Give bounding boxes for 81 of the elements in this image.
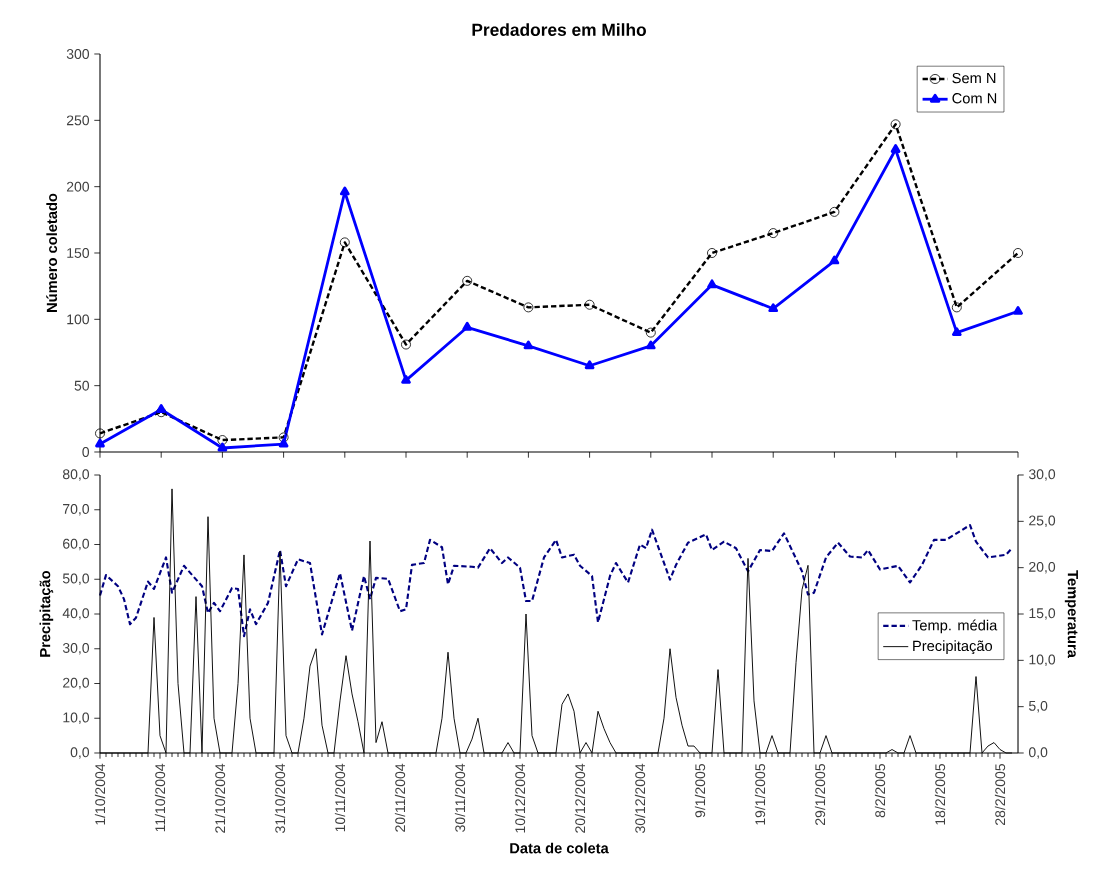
- x-tick-label: 10/11/2004: [334, 763, 346, 832]
- point: [890, 119, 901, 130]
- point: [584, 299, 595, 310]
- y2-tick-label: 0,0: [1028, 747, 1048, 759]
- x-tick-label: 20/12/2004: [574, 763, 586, 833]
- x-tick-label: 30/11/2004: [454, 763, 466, 832]
- y-tick-label: 80,0: [62, 469, 90, 481]
- point: [217, 442, 228, 452]
- point: [156, 407, 167, 418]
- point: [523, 302, 534, 313]
- legend-label: Com N: [952, 93, 997, 104]
- x-tick-label: 18/2/2005: [934, 764, 946, 825]
- point: [584, 360, 595, 370]
- x-tick-label: 30/12/2004: [634, 763, 646, 833]
- x-tick-label: 8/2/2005: [874, 764, 886, 818]
- y-tick-label: 250: [66, 115, 90, 126]
- y-tick-label: 0,0: [70, 747, 90, 759]
- y-tick-label: 10,0: [63, 712, 90, 725]
- x-tick-label: 31/10/2004: [274, 763, 286, 833]
- point: [951, 327, 962, 336]
- legend-label: Temp. média: [912, 619, 998, 634]
- y-tick-label: 150: [67, 248, 90, 258]
- point: [645, 340, 656, 350]
- y-tick-label: 50: [74, 380, 90, 391]
- x-tick-label: 1/10/2004: [94, 763, 106, 825]
- point: [401, 339, 411, 350]
- point: [951, 302, 962, 313]
- point: [156, 404, 167, 413]
- y-tick-label: 30,0: [62, 642, 90, 655]
- point: [95, 428, 105, 439]
- y2-tick-label: 15,0: [1029, 608, 1056, 620]
- x-tick-label: 21/10/2004: [214, 763, 226, 833]
- point: [1013, 248, 1023, 258]
- point: [645, 327, 656, 338]
- point: [462, 321, 473, 331]
- y-tick-label: 20,0: [63, 677, 90, 690]
- point: [768, 303, 779, 313]
- point: [1013, 305, 1023, 315]
- point: [462, 275, 473, 286]
- y-tick-label: 100: [67, 314, 90, 325]
- point: [707, 279, 717, 289]
- x-tick-label: 20/11/2004: [394, 763, 406, 832]
- point: [890, 144, 901, 153]
- point: [523, 340, 534, 350]
- legend-label: Sem N: [952, 72, 996, 84]
- y-axis-title: Número coletado: [46, 193, 58, 312]
- point: [95, 438, 105, 448]
- y2-tick-label: 10,0: [1029, 654, 1056, 667]
- y2-tick-label: 30,0: [1028, 469, 1056, 481]
- y-tick-label: 40,0: [62, 608, 90, 620]
- y-tick-label: 60,0: [63, 538, 90, 551]
- y-tick-label: 70,0: [63, 503, 90, 516]
- point: [278, 432, 289, 443]
- y-tick-label: 300: [66, 49, 90, 59]
- point: [217, 435, 228, 445]
- y-tick-label: 0: [82, 447, 90, 457]
- point: [707, 248, 717, 258]
- x-axis-title: Data de coleta: [510, 842, 609, 854]
- y-tick-label: 200: [66, 181, 90, 192]
- y2-axis-title: Temperatura: [1064, 570, 1078, 658]
- x-tick-label: 11/10/2004: [154, 763, 166, 832]
- point: [829, 255, 840, 265]
- point: [278, 438, 289, 448]
- x-tick-label: 19/1/2005: [754, 764, 766, 825]
- y2-tick-label: 5,0: [1028, 700, 1048, 713]
- legend-label: Precipitação: [913, 640, 993, 655]
- point: [339, 186, 350, 196]
- point: [401, 374, 411, 384]
- point: [768, 228, 779, 239]
- point: [339, 237, 350, 248]
- x-tick-label: 28/2/2005: [994, 764, 1006, 825]
- y2-tick-label: 20,0: [1029, 561, 1056, 574]
- y-axis-title: Precipitação: [39, 570, 54, 657]
- point: [829, 206, 840, 217]
- x-tick-label: 9/1/2005: [694, 764, 706, 818]
- x-tick-label: 29/1/2005: [814, 764, 826, 825]
- y-tick-label: 50,0: [62, 573, 90, 586]
- x-tick-label: 10/12/2004: [514, 763, 526, 833]
- line-series: [98, 523, 1014, 638]
- y2-tick-label: 25,0: [1029, 515, 1056, 528]
- chart-title: Predadores em Milho: [472, 23, 646, 36]
